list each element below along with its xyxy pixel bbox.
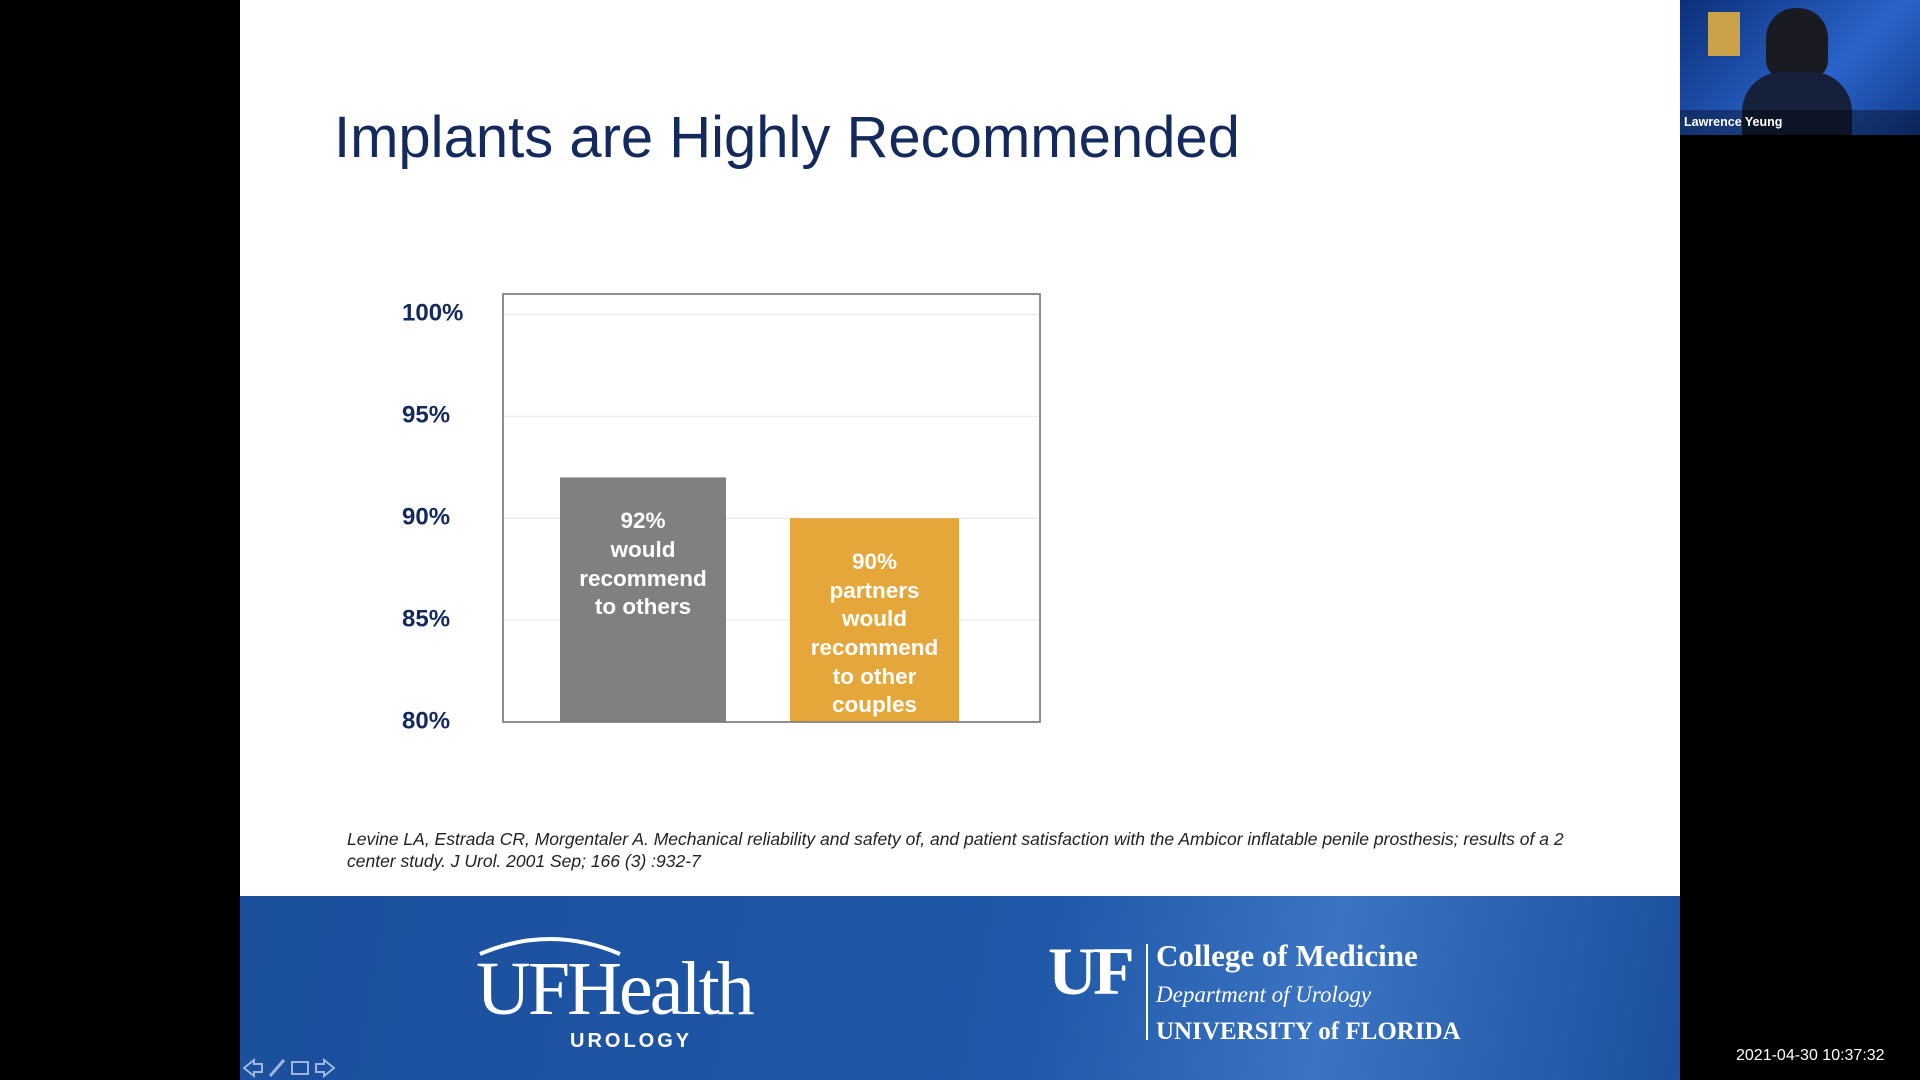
- uf-health-logo: UFHealth: [476, 947, 755, 1031]
- badge: [1708, 12, 1740, 56]
- logo-arc: [479, 937, 621, 956]
- y-tick-label: 90%: [402, 504, 450, 531]
- divider: [1146, 944, 1148, 1040]
- uf-mark: UF: [1048, 933, 1135, 1009]
- name-bar: [1680, 110, 1920, 135]
- urology-label: UROLOGY: [570, 1030, 693, 1052]
- slide-title: Implants are Highly Recommended: [334, 105, 1240, 170]
- person-body: [1742, 72, 1852, 135]
- slide-toolbar[interactable]: [240, 1056, 340, 1080]
- y-tick-label: 95%: [402, 402, 450, 429]
- citation: Levine LA, Estrada CR, Morgentaler A. Me…: [347, 829, 1564, 871]
- university-name: UNIVERSITY of FLORIDA: [1156, 1018, 1461, 1045]
- bar: [790, 518, 959, 722]
- bar-label-box: 92% would recommend to others: [579, 508, 707, 620]
- bar-label: 92% would recommend to others: [579, 508, 707, 620]
- college-name: College of Medicine: [1156, 938, 1418, 973]
- chart: 80% 85% 90% 95% 100% 92% would recommend to o…: [402, 293, 1041, 734]
- timestamp: 2021-04-30 10:37:32: [1736, 1047, 1885, 1064]
- participant-name: Lawrence Yeung: [1684, 115, 1783, 129]
- video-thumbnail: Lawrence Yeung: [1680, 0, 1920, 135]
- bar-label: 90% partners would recommend to other co…: [810, 549, 939, 718]
- footer: UFHealth UROLOGY UF College of Medicine …: [240, 896, 1680, 1080]
- y-tick-label: 85%: [402, 605, 450, 632]
- y-tick-label: 80%: [402, 707, 450, 734]
- department-name: Department of Urology: [1156, 982, 1372, 1007]
- slide: Implants are Highly Recommended 80% 85% 90…: [240, 0, 1680, 1080]
- y-tick-label: 100%: [402, 300, 463, 327]
- plot-frame-border: [502, 293, 1041, 723]
- bar-label-box: 90% partners would recommend to other co…: [810, 549, 939, 718]
- person-head: [1766, 8, 1828, 80]
- bar: [560, 477, 726, 722]
